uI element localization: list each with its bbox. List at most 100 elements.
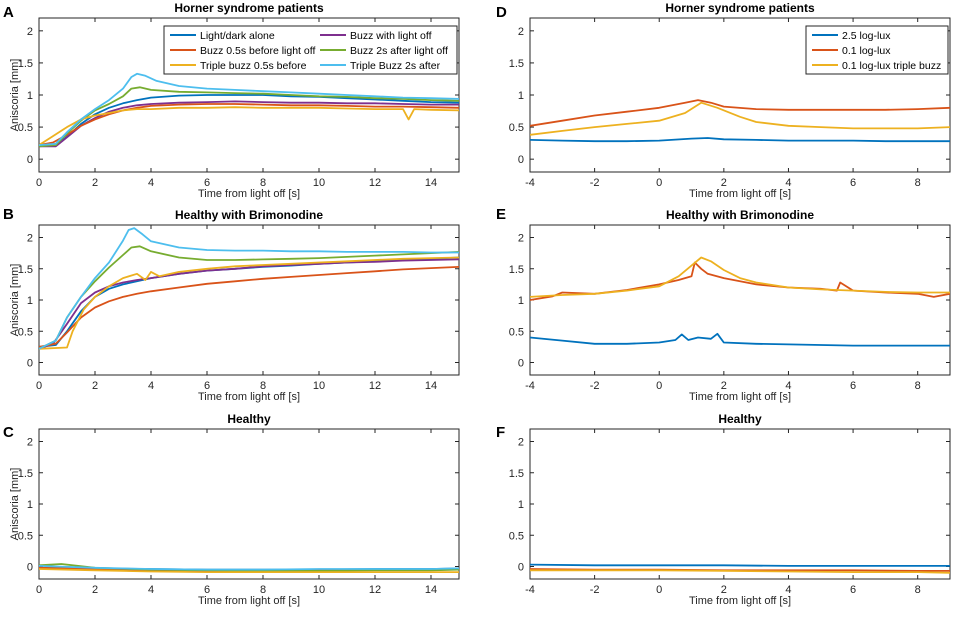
x-tick-label: 14 [425,380,437,392]
y-tick-label: 0.5 [509,326,524,338]
x-tick-label: 4 [148,177,154,189]
y-tick-label: 0.5 [18,122,33,134]
x-tick-label: 8 [260,177,266,189]
series-line-2-5-log-lux [530,137,950,143]
x-tick-label: 2 [721,380,727,392]
y-tick-label: 0 [27,562,33,574]
y-tick-label: 1 [518,295,524,307]
x-tick-label: 8 [915,584,921,596]
axes-box [529,428,951,580]
y-tick-label: 0 [27,358,33,370]
series-line-0-1-log-lux [530,99,950,127]
legend-label: Triple Buzz 2s after [350,60,441,72]
series-line-2-5-log-lux [530,332,950,347]
y-tick-label: 1 [27,499,33,511]
series-line-0-1-log-lux-triple-buzz [530,101,950,136]
y-axis-label: Aniscoria [mm] [9,468,21,541]
x-axis-label: Time from light off [s] [198,391,300,403]
legend-box [163,25,458,75]
x-tick-label: -2 [590,380,600,392]
legend-label: Triple buzz 0.5s before [200,60,307,72]
x-tick-label: 14 [425,584,437,596]
x-tick-label: 8 [915,380,921,392]
series-line-triple-buzz-2s-after [39,227,459,350]
panel-a: 0 2 4 6 8 10 12 14 0 0.5 1 1.5 2 Horner syndrome pati… [3,1,460,200]
y-tick-label: 2 [518,233,524,245]
x-tick-label: 10 [313,584,325,596]
y-tick-label: 1.5 [18,468,33,480]
x-tick-label: -4 [525,380,535,392]
y-tick-label: 2 [27,437,33,449]
legend: 2.5 log-lux 0.1 log-lux 0.1 log-lux triple… [805,25,949,75]
x-tick-label: 4 [785,177,791,189]
x-tick-label: 6 [204,177,210,189]
x-tick-label: -4 [525,584,535,596]
series-line-triple-buzz-0-5s-before [39,568,459,573]
x-tick-label: 0 [36,584,42,596]
series-line-buzz-0-5s-before-light-off [39,103,459,146]
series-line-2-5-log-lux [530,563,950,567]
legend-label: Buzz 0.5s before light off [200,45,315,57]
panel-letter: F [496,424,505,441]
x-tick-label: -2 [590,584,600,596]
y-tick-label: 1.5 [509,264,524,276]
panel-title: Horner syndrome patients [665,1,815,15]
x-tick-label: 12 [369,584,381,596]
y-axis-label: Aniscoria [mm] [9,264,21,337]
legend-label: Buzz 2s after light off [350,45,448,57]
x-axis-label: Time from light off [s] [689,188,791,200]
y-tick-label: 1.5 [509,468,524,480]
y-tick-label: 1 [518,499,524,511]
y-tick-label: 2 [518,26,524,38]
y-tick-label: 0.5 [18,530,33,542]
series-line-0-1-log-lux-triple-buzz [530,256,950,298]
x-tick-label: 8 [260,584,266,596]
panel-title: Healthy with Brimonodine [175,208,323,222]
x-tick-label: -4 [525,177,535,189]
series-line-triple-buzz-2s-after [39,565,459,571]
x-tick-label: 4 [785,380,791,392]
x-tick-label: 2 [92,584,98,596]
x-tick-label: 0 [36,177,42,189]
x-tick-label: 2 [721,177,727,189]
panel-f: -4 -2 0 2 4 6 8 0 0.5 1 1.5 2 Healthy F Time from ligh… [496,412,951,607]
x-axis-label: Time from light off [s] [198,595,300,607]
x-tick-label: 2 [721,584,727,596]
series-line-triple-buzz-2s-after [39,72,459,146]
panel-letter: E [496,206,506,223]
y-tick-label: 1.5 [509,58,524,70]
panel-b: 0 2 4 6 8 10 12 14 0 0.5 1 1.5 2 Healthy with Brimono… [3,206,460,403]
y-tick-label: 2 [27,26,33,38]
x-tick-label: 2 [92,177,98,189]
panel-c: 0 2 4 6 8 10 12 14 0 0.5 1 1.5 2 Healthy C Time from li… [3,412,460,607]
x-tick-label: 6 [850,177,856,189]
x-tick-label: 6 [204,584,210,596]
legend: Light/dark alone Buzz with light off Buzz … [163,25,458,75]
x-tick-label: 4 [148,584,154,596]
panel-letter: B [3,206,14,223]
y-tick-label: 1 [518,90,524,102]
panel-e: -4 -2 0 2 4 6 8 0 0.5 1 1.5 2 Healthy with Brimonodi… [496,206,951,403]
series-line-light-dark-alone [39,94,459,147]
panel-letter: C [3,424,14,441]
x-tick-label: 10 [313,177,325,189]
x-tick-label: 0 [36,380,42,392]
axes-box [38,428,460,580]
panel-title: Horner syndrome patients [174,1,324,15]
legend-label: Light/dark alone [200,30,275,42]
y-tick-label: 0 [518,358,524,370]
panel-title: Healthy [227,412,271,426]
legend-label: 0.1 log-lux [842,45,891,57]
y-tick-label: 1 [27,295,33,307]
x-tick-label: 0 [656,380,662,392]
x-tick-label: 12 [369,380,381,392]
y-tick-label: 0.5 [18,326,33,338]
x-tick-label: 10 [313,380,325,392]
axes-box [529,224,951,376]
y-tick-label: 1 [27,90,33,102]
y-tick-label: 0 [518,154,524,166]
legend-label: Buzz with light off [350,30,432,42]
axes-box [38,224,460,376]
panel-title: Healthy with Brimonodine [666,208,814,222]
